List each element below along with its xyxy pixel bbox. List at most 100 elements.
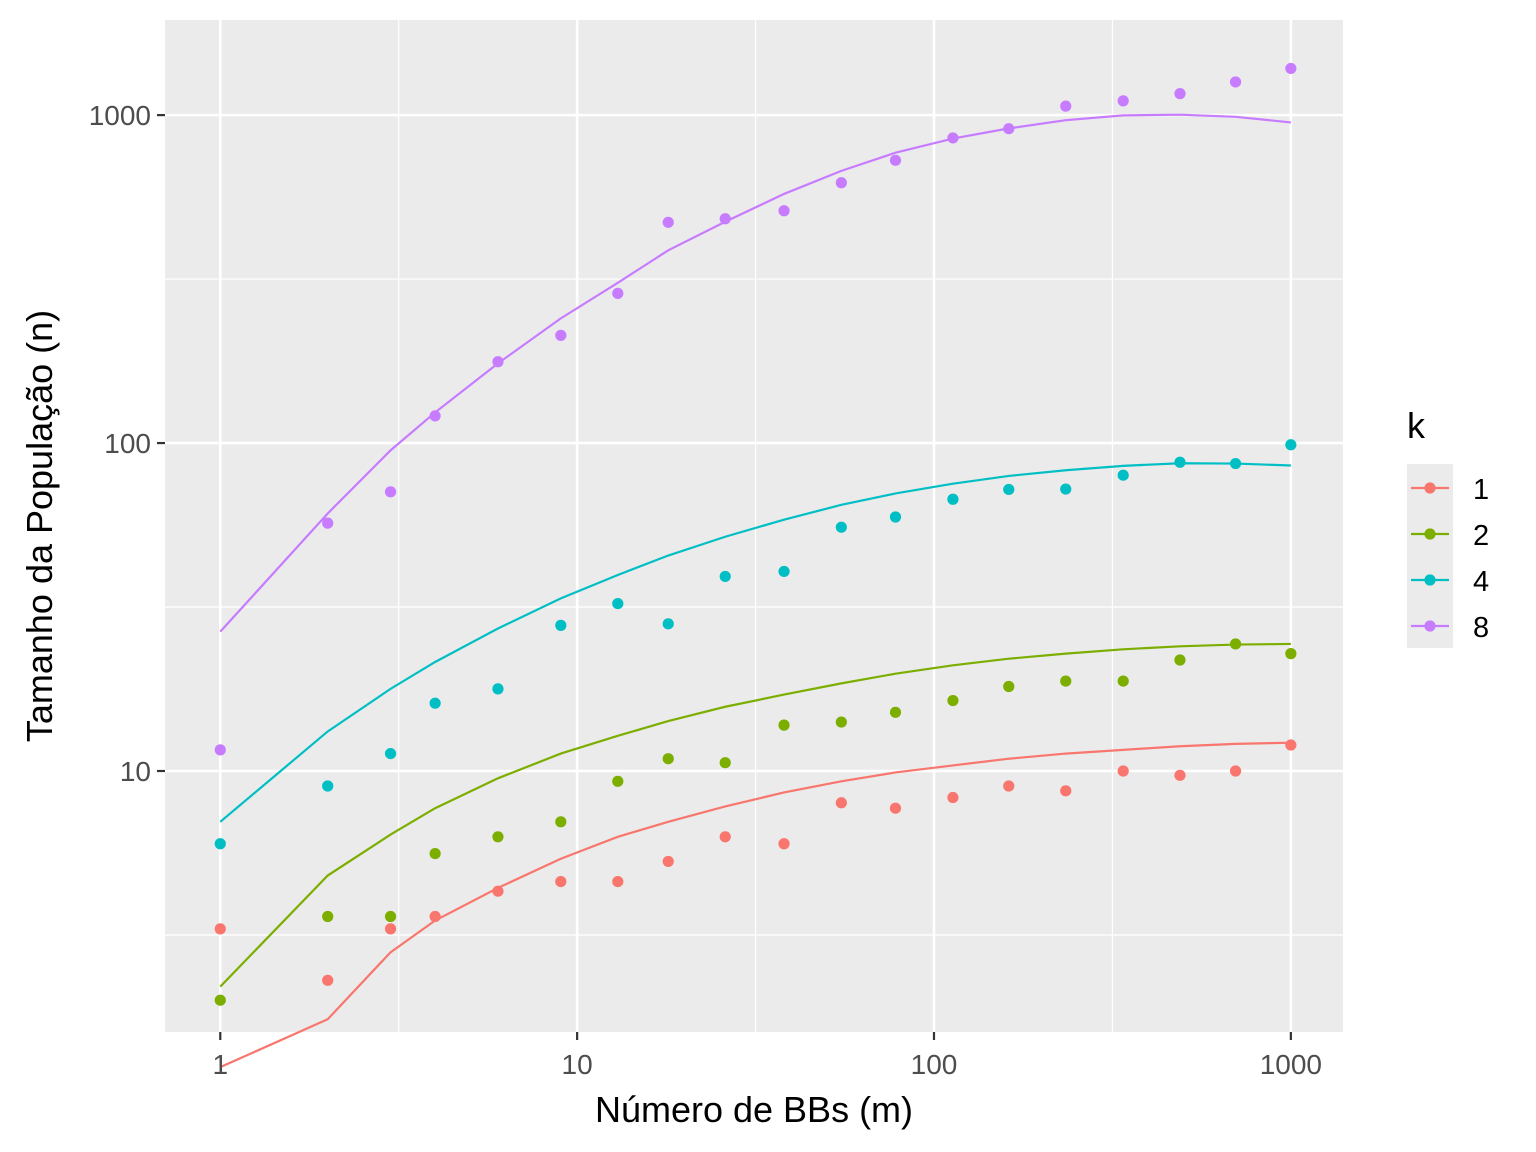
- data-point-k1: [492, 885, 504, 897]
- data-point-k4: [1285, 439, 1297, 451]
- data-point-k8: [889, 154, 902, 166]
- minor-gridlines: [165, 20, 1343, 1032]
- legend-point-k8: [1424, 620, 1436, 632]
- data-point-k8: [835, 177, 847, 189]
- data-point-k8: [1060, 100, 1072, 112]
- data-point-k1: [555, 875, 567, 888]
- data-point-k1: [612, 875, 624, 888]
- data-point-k8: [1003, 123, 1015, 135]
- data-point-k2: [429, 847, 441, 860]
- data-point-k4: [384, 747, 397, 760]
- data-point-k1: [1229, 765, 1242, 777]
- data-point-k4: [835, 521, 847, 533]
- data-point-k2: [835, 716, 847, 728]
- data-point-k8: [1285, 62, 1297, 75]
- data-point-k4: [1060, 483, 1072, 495]
- data-point-k4: [429, 697, 441, 709]
- data-point-k1: [1003, 780, 1015, 792]
- data-point-k4: [719, 570, 731, 583]
- data-point-k8: [778, 205, 790, 217]
- data-point-k1: [947, 791, 959, 804]
- plot-panel: [165, 20, 1343, 1032]
- data-point-k2: [555, 816, 567, 828]
- data-point-k2: [889, 706, 902, 718]
- x-axis-title: Número de BBs (m): [595, 1089, 913, 1130]
- data-point-k1: [384, 923, 397, 935]
- data-point-k2: [1229, 638, 1242, 650]
- legend: k 1 2 4 8: [1407, 405, 1489, 648]
- data-point-k8: [662, 216, 674, 228]
- data-point-k2: [1285, 648, 1297, 660]
- data-point-k4: [1174, 456, 1186, 468]
- data-point-k8: [719, 213, 731, 225]
- data-point-k8: [1229, 76, 1242, 88]
- x-tick-label: 1000: [1260, 1049, 1322, 1080]
- x-tick-label: 100: [911, 1049, 958, 1080]
- data-point-k2: [662, 753, 674, 765]
- legend-title: k: [1407, 405, 1426, 446]
- data-point-k1: [662, 855, 674, 868]
- data-point-k2: [322, 910, 334, 923]
- data-point-k8: [322, 517, 334, 529]
- data-point-k2: [1117, 675, 1129, 687]
- data-point-k8: [429, 410, 441, 422]
- y-tick-label: 10: [120, 756, 151, 787]
- tick-labels: 1 10 100 1000 10 100 1000: [89, 100, 1322, 1080]
- series-line-k2: [219, 642, 1291, 988]
- data-point-k1: [719, 831, 731, 843]
- data-point-k1: [429, 910, 441, 923]
- data-point-k2: [612, 775, 624, 787]
- data-point-k4: [947, 493, 959, 505]
- data-point-k8: [214, 744, 226, 756]
- data-point-k8: [384, 486, 397, 498]
- x-tick-label: 10: [562, 1049, 593, 1080]
- data-point-k2: [1174, 654, 1186, 666]
- data-point-k1: [1285, 739, 1297, 751]
- axis-ticks: [157, 114, 1292, 1040]
- y-tick-label: 100: [104, 428, 151, 459]
- data-point-k8: [947, 132, 959, 144]
- data-point-k1: [778, 838, 790, 850]
- data-point-k4: [1003, 483, 1015, 496]
- data-point-k2: [719, 757, 731, 769]
- data-point-k2: [1060, 675, 1072, 687]
- series-points: [214, 62, 1297, 1006]
- legend-label-k8: 8: [1473, 612, 1489, 644]
- legend-point-k1: [1424, 482, 1436, 494]
- data-point-k4: [778, 565, 790, 578]
- data-point-k4: [555, 619, 567, 631]
- data-point-k1: [1117, 765, 1129, 777]
- data-point-k2: [384, 910, 397, 923]
- legend-point-k2: [1424, 528, 1436, 540]
- data-point-k1: [322, 974, 334, 986]
- data-point-k4: [612, 597, 624, 610]
- data-point-k1: [214, 923, 226, 935]
- data-point-k4: [889, 511, 902, 523]
- data-point-k1: [1060, 785, 1072, 797]
- y-axis-title: Tamanho da População (n): [19, 310, 60, 742]
- legend-key-background: [1407, 464, 1453, 648]
- y-tick-label: 1000: [89, 100, 151, 131]
- legend-label-k4: 4: [1473, 566, 1489, 598]
- data-point-k4: [662, 618, 674, 630]
- data-point-k8: [612, 287, 624, 299]
- data-point-k8: [1117, 95, 1129, 107]
- data-point-k4: [1229, 457, 1242, 470]
- data-point-k1: [889, 802, 902, 814]
- data-point-k4: [492, 683, 504, 695]
- x-tick-label: 1: [212, 1049, 228, 1080]
- legend-point-k4: [1424, 574, 1436, 586]
- data-point-k2: [778, 719, 790, 731]
- data-point-k2: [492, 831, 504, 843]
- data-point-k8: [555, 329, 567, 341]
- legend-label-k2: 2: [1473, 520, 1489, 552]
- data-point-k4: [1117, 469, 1129, 481]
- data-point-k4: [214, 838, 226, 850]
- data-point-k8: [492, 356, 504, 368]
- legend-items: 1 2 4 8: [1411, 474, 1489, 644]
- data-point-k8: [1174, 88, 1186, 100]
- data-point-k2: [947, 694, 959, 707]
- data-point-k4: [322, 780, 334, 792]
- data-point-k1: [835, 797, 847, 809]
